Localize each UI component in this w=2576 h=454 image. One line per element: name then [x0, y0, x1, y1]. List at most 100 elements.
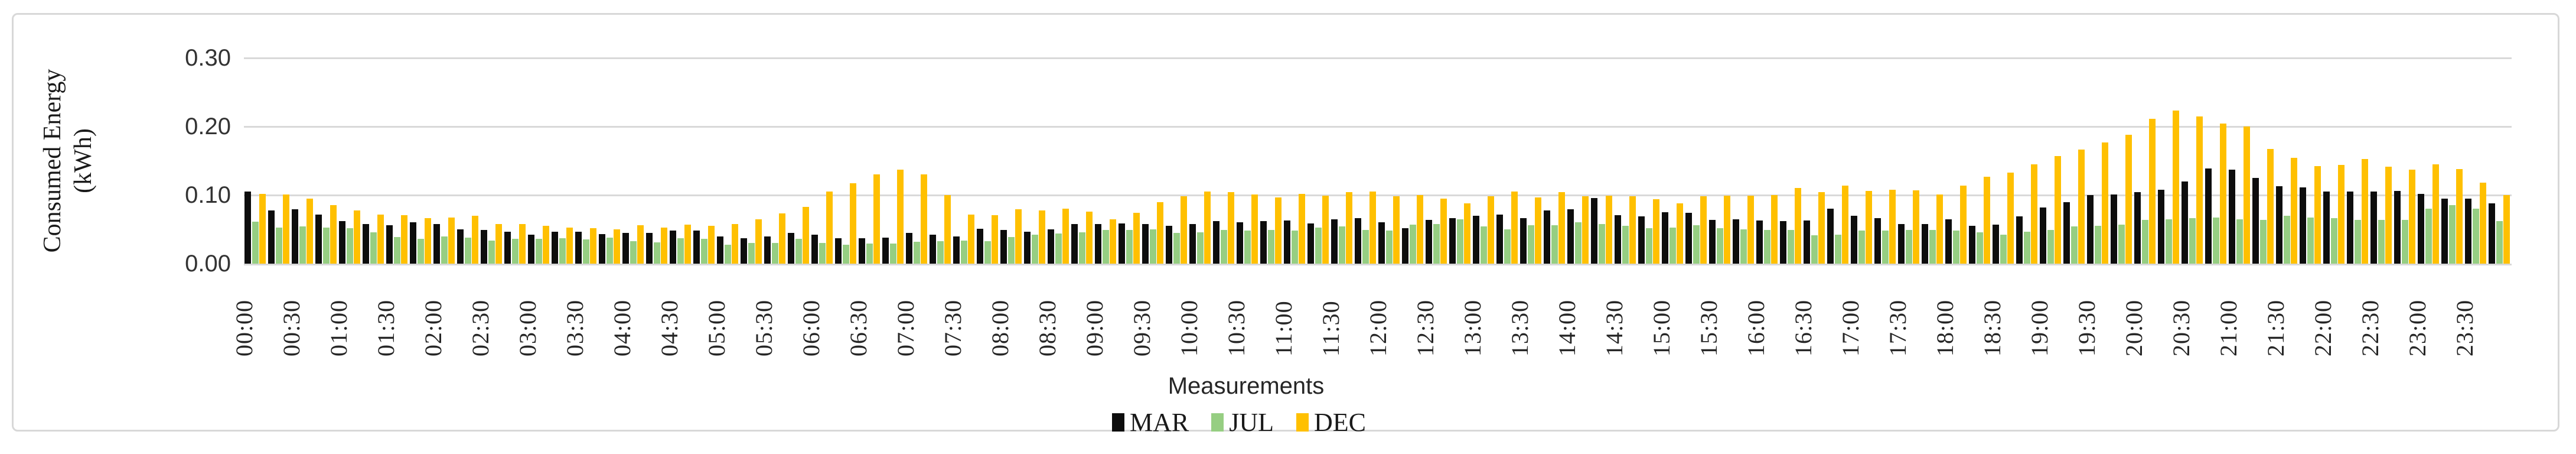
bar-dec — [2432, 164, 2440, 264]
x-tick-label: 00:30 — [278, 299, 305, 356]
legend-label: MAR — [1130, 408, 1189, 437]
bar-jul — [1716, 228, 1723, 264]
bar-jul — [1811, 235, 1818, 264]
y-tick-label: 0.00 — [185, 251, 231, 277]
bar-dec — [826, 192, 833, 264]
bar-mar — [670, 231, 677, 264]
bar-mar — [2465, 198, 2472, 264]
bar-dec — [1818, 192, 1825, 264]
bar-jul — [1433, 223, 1440, 264]
bar-dec — [1960, 185, 1967, 264]
bar-dec — [1936, 194, 1944, 264]
gridline — [244, 57, 2512, 59]
bar-jul — [2118, 224, 2125, 264]
x-tick-label: 14:00 — [1554, 299, 1580, 356]
bar-jul — [1976, 232, 1983, 264]
bar-dec — [708, 226, 715, 264]
gridline — [244, 194, 2512, 196]
bar-jul — [2236, 219, 2243, 264]
bar-dec — [944, 195, 951, 264]
bar-mar — [1213, 221, 1220, 264]
bar-dec — [1133, 213, 1140, 264]
x-tick-label: 07:30 — [940, 299, 966, 356]
bar-dec — [472, 215, 479, 264]
plot-area — [244, 57, 2512, 265]
bar-mar — [2370, 192, 2378, 264]
bar-mar — [1544, 210, 1551, 264]
bar-mar — [1284, 220, 1291, 264]
bar-jul — [1078, 232, 1085, 264]
bar-jul — [2259, 219, 2267, 264]
bar-mar — [1851, 215, 1858, 264]
bar-mar — [433, 223, 441, 264]
bar-jul — [2330, 218, 2337, 264]
bar-jul — [2354, 219, 2361, 264]
bar-mar — [741, 238, 748, 264]
bar-dec — [2314, 166, 2321, 264]
bar-dec — [1393, 196, 1400, 264]
bar-mar — [2300, 187, 2307, 264]
bar-jul — [2283, 215, 2290, 264]
bar-dec — [448, 218, 455, 264]
bar-jul — [842, 244, 849, 264]
x-tick-label: 05:30 — [751, 299, 777, 356]
x-tick-label: 17:00 — [1837, 299, 1864, 356]
bar-jul — [1055, 234, 1062, 264]
bar-jul — [275, 227, 282, 264]
bar-dec — [1488, 196, 1495, 264]
bar-dec — [566, 227, 573, 264]
bar-dec — [897, 170, 904, 264]
bar-mar — [2418, 193, 2425, 264]
x-tick-label: 08:00 — [987, 299, 1013, 356]
bar-jul — [1645, 228, 1652, 264]
x-tick-label: 19:00 — [2026, 299, 2053, 356]
bar-mar — [930, 235, 937, 264]
bar-jul — [488, 240, 495, 264]
bar-jul — [819, 243, 826, 264]
bar-mar — [693, 231, 700, 264]
x-tick-label: 07:00 — [892, 299, 919, 356]
bar-jul — [511, 239, 519, 264]
x-tick-label: 02:30 — [467, 299, 494, 356]
y-tick-label: 0.20 — [185, 114, 231, 140]
bar-dec — [2078, 150, 2085, 264]
bar-jul — [1858, 231, 1865, 264]
bar-dec — [2244, 127, 2251, 264]
bar-mar — [622, 232, 630, 264]
legend-swatch-mar — [1112, 413, 1124, 432]
bar-dec — [1558, 192, 1566, 264]
bar-jul — [795, 239, 802, 264]
legend-item-jul: JUL — [1211, 407, 1274, 437]
bar-dec — [1062, 209, 1069, 264]
bar-dec — [2480, 183, 2487, 264]
bar-dec — [661, 227, 668, 264]
bar-mar — [811, 235, 819, 264]
bar-jul — [582, 239, 589, 264]
bar-jul — [2047, 230, 2054, 264]
bar-mar — [2489, 203, 2496, 264]
bar-dec — [1866, 191, 1873, 264]
x-tick-label: 19:30 — [2073, 299, 2100, 356]
bar-mar — [268, 210, 275, 264]
bar-jul — [393, 236, 400, 264]
bar-mar — [1119, 223, 1126, 264]
bar-dec — [1369, 192, 1377, 264]
y-axis-title-line1: Consumed Energy — [39, 69, 66, 253]
x-tick-label: 03:30 — [562, 299, 588, 356]
bar-mar — [1071, 223, 1078, 264]
bar-jul — [653, 242, 660, 264]
bar-mar — [2394, 191, 2401, 264]
bar-dec — [1653, 199, 1660, 264]
bar-jul — [1102, 230, 1109, 264]
bar-jul — [984, 241, 991, 264]
bar-dec — [330, 205, 337, 264]
y-axis-title-line2: (kWh) — [70, 128, 97, 193]
bar-mar — [1638, 216, 1645, 264]
bar-dec — [2456, 168, 2463, 264]
bar-mar — [1449, 218, 1456, 264]
x-tick-label: 23:30 — [2451, 299, 2478, 356]
bar-mar — [1260, 221, 1267, 264]
bar-dec — [2362, 158, 2369, 264]
bar-mar — [1402, 228, 1409, 264]
bar-jul — [2212, 218, 2219, 264]
